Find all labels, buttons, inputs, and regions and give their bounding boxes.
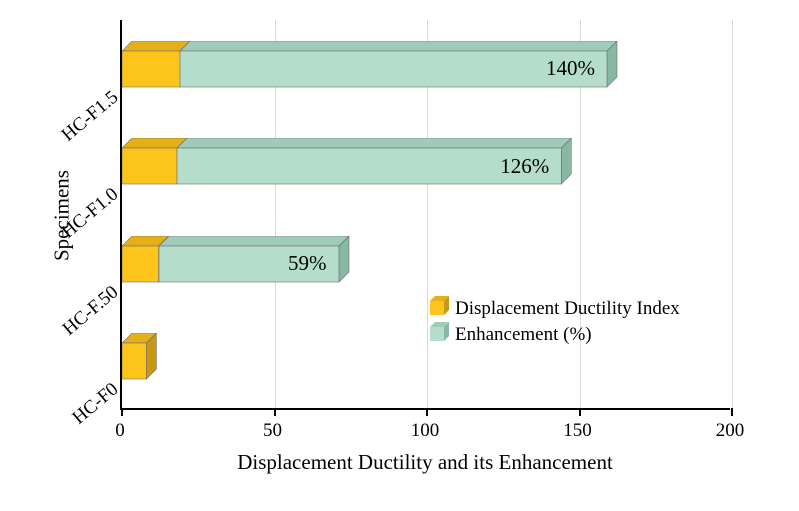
data-label: 126% bbox=[489, 154, 549, 179]
legend-swatch-icon bbox=[430, 322, 449, 347]
legend-item: Displacement Ductility Index bbox=[430, 296, 680, 321]
legend-label: Enhancement (%) bbox=[455, 324, 592, 346]
x-tick bbox=[274, 408, 276, 416]
x-tick bbox=[426, 408, 428, 416]
x-tick bbox=[731, 408, 733, 416]
plot-area bbox=[120, 20, 730, 410]
x-axis-label: Displacement Ductility and its Enhanceme… bbox=[120, 450, 730, 475]
x-tick-label: 150 bbox=[563, 420, 592, 442]
x-tick bbox=[121, 408, 123, 416]
legend-label: Displacement Ductility Index bbox=[455, 298, 680, 320]
legend-item: Enhancement (%) bbox=[430, 322, 680, 347]
legend-swatch-icon bbox=[430, 296, 449, 321]
chart-container: Displacement Ductility and its Enhanceme… bbox=[0, 0, 799, 511]
data-label: 59% bbox=[267, 251, 327, 276]
x-tick-label: 100 bbox=[411, 420, 440, 442]
x-tick bbox=[579, 408, 581, 416]
y-tick-label: HC-F.50 bbox=[59, 281, 123, 340]
data-label: 140% bbox=[535, 56, 595, 81]
x-tick-label: 50 bbox=[263, 420, 282, 442]
y-tick-label: HC-F1.5 bbox=[58, 86, 124, 146]
gridline bbox=[732, 20, 733, 408]
legend: Displacement Ductility Index Enhancement … bbox=[430, 295, 680, 348]
x-tick-label: 200 bbox=[716, 420, 745, 442]
bar-3d bbox=[122, 333, 158, 381]
x-tick-label: 0 bbox=[115, 420, 125, 442]
